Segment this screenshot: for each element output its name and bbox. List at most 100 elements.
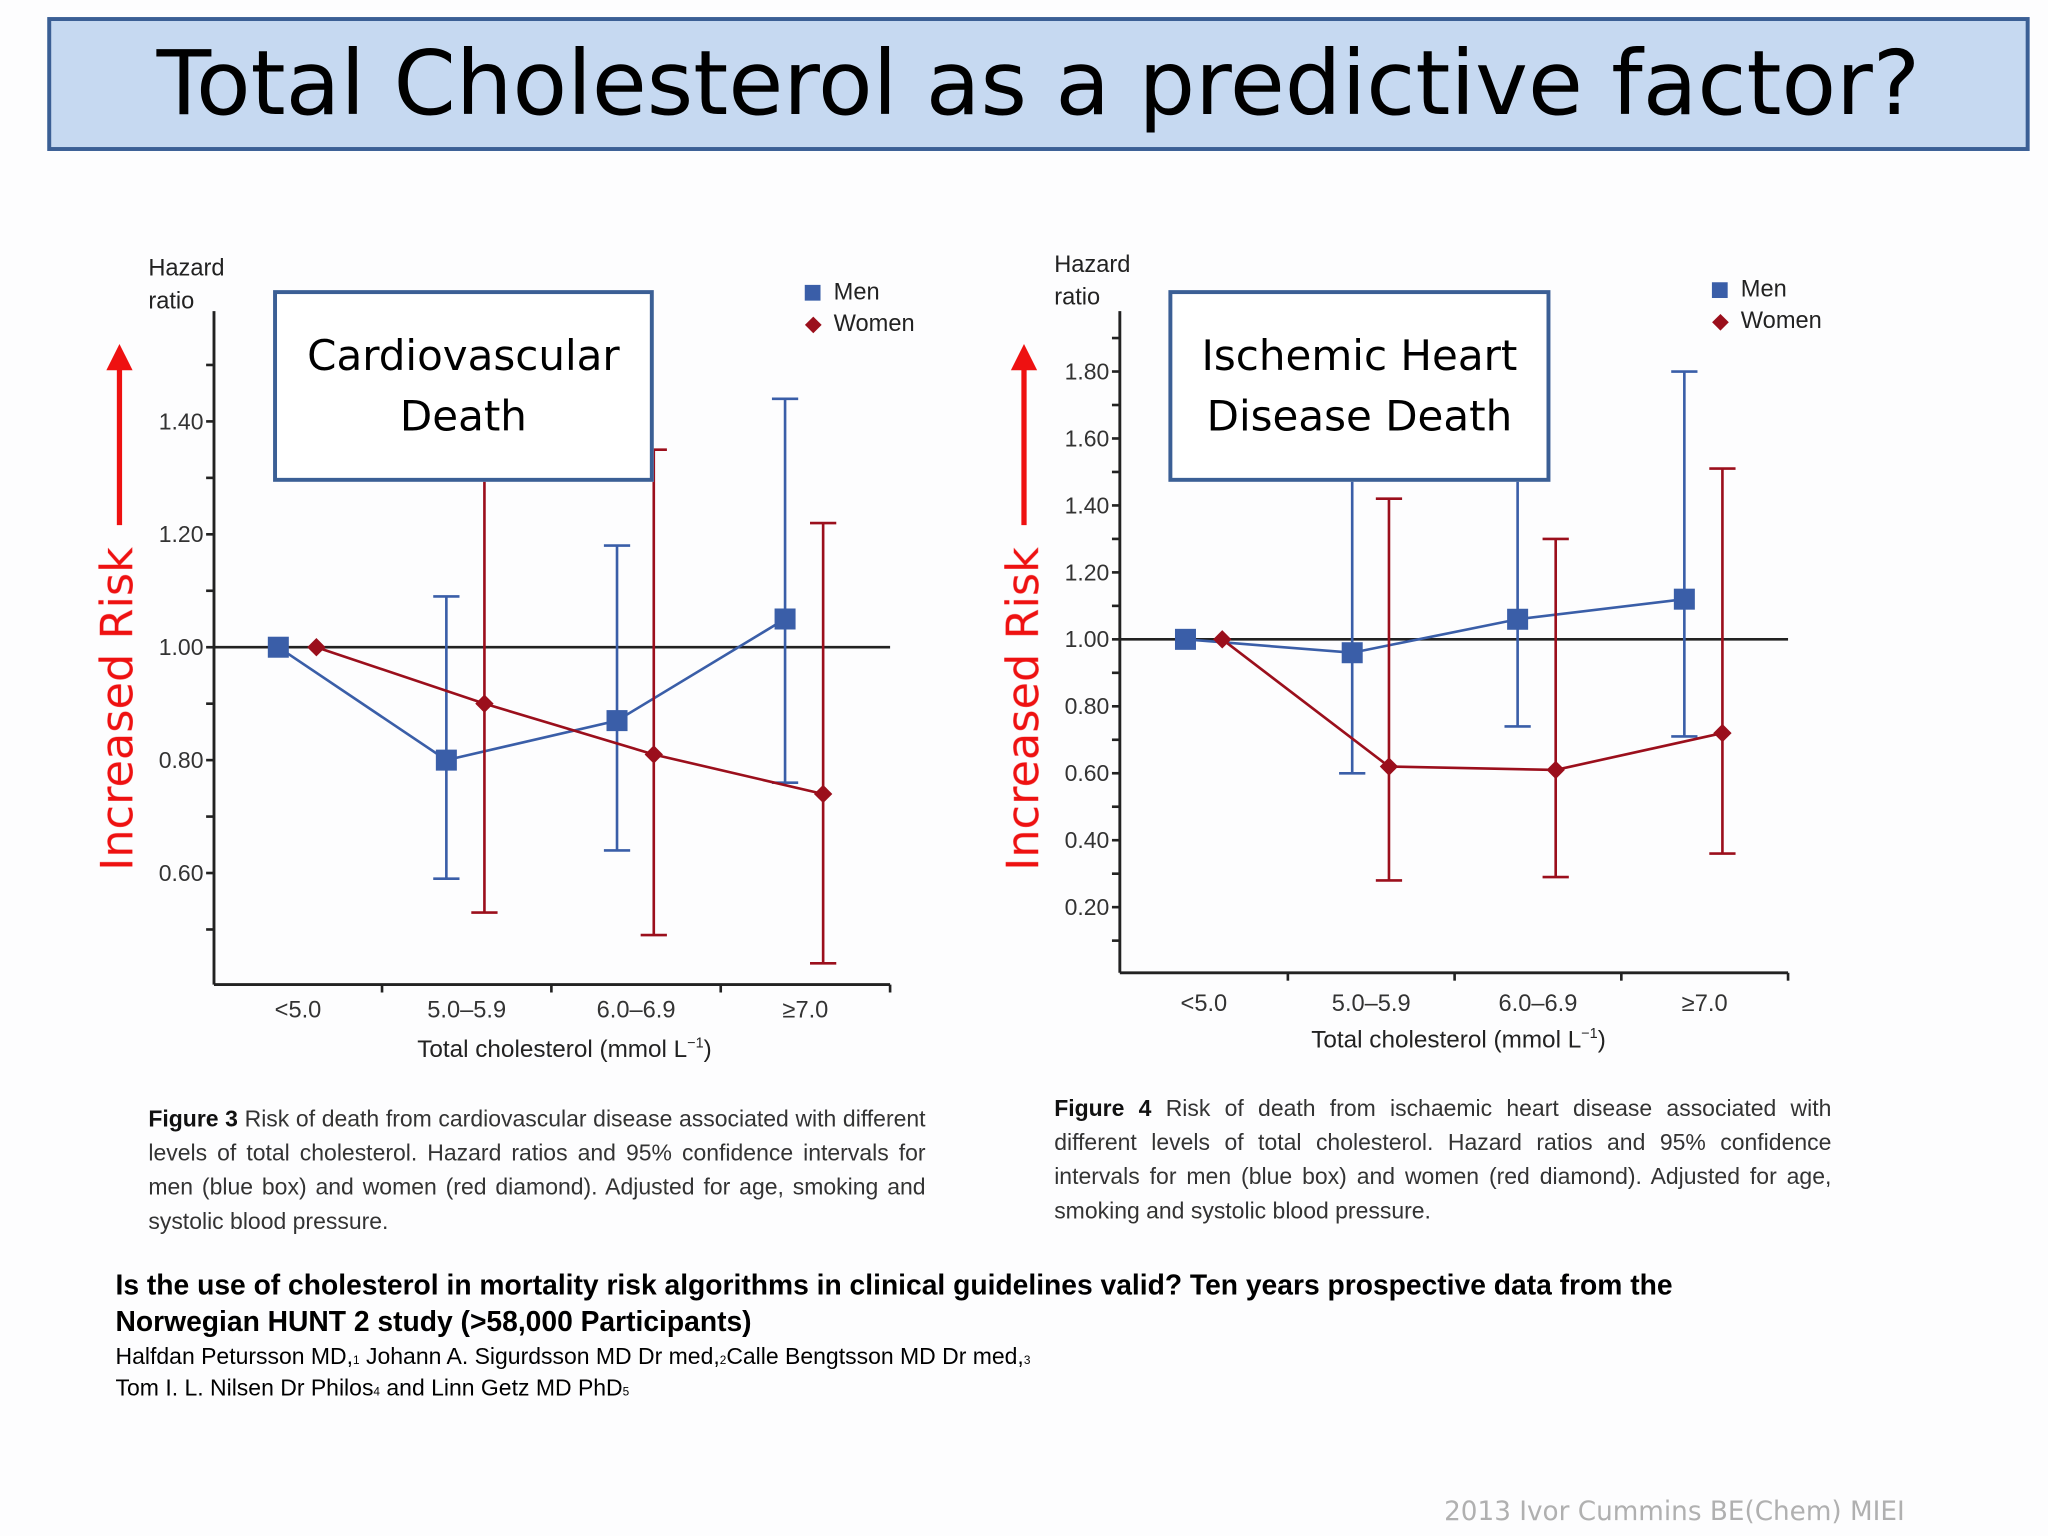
title-banner: Total Cholesterol as a predictive factor…	[47, 17, 2030, 151]
legend-label: Men	[1740, 275, 1787, 302]
series-women	[1213, 467, 1736, 882]
xlabel-end: )	[1597, 1025, 1606, 1053]
y-tick-label: 0.60	[159, 860, 204, 886]
data-point-square	[1507, 608, 1529, 630]
data-point-diamond	[1546, 760, 1565, 780]
author: Calle Bengtsson MD Dr med,	[726, 1343, 1024, 1370]
annotation-line1: Ischemic Heart	[1201, 330, 1518, 381]
data-point-diamond	[475, 694, 494, 713]
y-tick-label: 0.20	[1065, 894, 1110, 920]
author: Tom I. L. Nilsen Dr Philos	[115, 1374, 374, 1401]
x-tick-label: 5.0–5.9	[427, 997, 506, 1023]
series-men	[267, 397, 799, 880]
square-marker-icon	[804, 285, 821, 301]
author-affiliation: 5	[622, 1385, 630, 1399]
data-point-square	[267, 636, 289, 658]
study-title: Is the use of cholesterol in mortality r…	[116, 1267, 1954, 1341]
xlabel-end: )	[703, 1034, 712, 1063]
authors-line1: Halfdan Petursson MD,1 Johann A. Sigurds…	[116, 1340, 1031, 1375]
y-tick-label: 0.80	[1065, 693, 1110, 719]
xlabel-sup: −1	[1581, 1026, 1598, 1043]
chart1-ylabel: Hazard ratio	[148, 252, 224, 318]
xlabel-text: Total cholesterol (mmol L	[1311, 1025, 1582, 1053]
author: and Linn Getz MD PhD	[380, 1374, 623, 1401]
author-affiliation: 3	[1023, 1353, 1031, 1367]
watermark: 2013 Ivor Cummins BE(Chem) MIEI	[1444, 1495, 1905, 1527]
y-tick-label: 1.40	[1065, 492, 1110, 518]
chart2-caption: Figure 4 Risk of death from ischaemic he…	[1054, 1091, 1831, 1228]
authors-line2: Tom I. L. Nilsen Dr Philos4 and Linn Get…	[116, 1372, 630, 1407]
series-men	[1174, 370, 1698, 775]
caption-label: Figure 3	[148, 1105, 238, 1132]
y-tick-label: 1.80	[1065, 358, 1110, 384]
author-affiliation: 2	[719, 1353, 727, 1367]
ylabel-line1: Hazard	[148, 254, 225, 281]
diamond-marker-icon	[804, 316, 822, 333]
y-tick-label: 1.00	[1065, 626, 1110, 652]
slide-title: Total Cholesterol as a predictive factor…	[156, 32, 1921, 136]
chart1-xlabel: Total cholesterol (mmol L−1)	[289, 1035, 840, 1064]
y-tick-label: 1.20	[1065, 559, 1110, 585]
study-title-line1: Is the use of cholesterol in mortality r…	[115, 1269, 1673, 1302]
series-line	[1221, 638, 1723, 772]
chart2-xlabel: Total cholesterol (mmol L−1)	[1183, 1025, 1734, 1054]
ylabel-line2: ratio	[1054, 283, 1101, 310]
square-marker-icon	[1711, 282, 1728, 299]
chart2-legend: Men Women	[1711, 273, 1822, 336]
y-tick-label: 1.60	[1065, 425, 1110, 451]
diamond-marker-icon	[1712, 313, 1729, 331]
x-tick-label: 5.0–5.9	[1332, 991, 1411, 1017]
chart-2: 0.20 0.40 0.60 0.80 1.00 1.20 1.40 1.60 1.80 <5.0…	[1010, 311, 1790, 1017]
y-tick-label: 1.00	[159, 634, 204, 660]
xlabel-text: Total cholesterol (mmol L	[417, 1034, 688, 1063]
chart1-caption: Figure 3 Risk of death from cardiovascul…	[148, 1101, 925, 1238]
increased-risk-label: Increased Risk	[91, 546, 145, 871]
legend-label: Women	[1740, 307, 1822, 334]
series-women	[307, 448, 837, 965]
xlabel-sup: −1	[687, 1035, 704, 1052]
x-tick-label: 6.0–6.9	[597, 997, 676, 1023]
y-tick-label: 0.60	[1065, 760, 1110, 786]
series-line	[1185, 597, 1685, 655]
chart1-legend: Men Women	[804, 276, 915, 339]
data-point-diamond	[644, 745, 663, 764]
ylabel-line2: ratio	[148, 287, 195, 314]
data-point-square	[1673, 588, 1695, 610]
legend-label: Men	[833, 278, 880, 305]
arrow-up-icon	[1010, 343, 1038, 371]
chart1-risk-label-wrap: Increased Risk	[0, 547, 315, 871]
x-tick-label: ≥7.0	[783, 997, 829, 1023]
y-tick-label: 0.40	[1065, 827, 1110, 853]
annotation-line2: Disease Death	[1206, 391, 1513, 442]
x-tick-label: <5.0	[1181, 991, 1228, 1017]
chart2-ylabel: Hazard ratio	[1054, 248, 1130, 314]
legend-item-men: Men	[804, 276, 915, 308]
data-point-square	[774, 608, 796, 630]
author: Halfdan Petursson MD,	[115, 1343, 354, 1370]
legend-item-women: Women	[804, 307, 915, 339]
arrow-up-icon	[106, 343, 133, 371]
legend-item-men: Men	[1711, 273, 1822, 305]
increased-risk-label: Increased Risk	[997, 546, 1051, 871]
x-tick-label: ≥7.0	[1682, 991, 1728, 1017]
x-tick-label: 6.0–6.9	[1499, 991, 1578, 1017]
chart2-annotation-box: Ischemic Heart Disease Death	[1168, 290, 1551, 482]
caption-text: Risk of death from cardiovascular diseas…	[148, 1105, 926, 1235]
y-tick-label: 0.80	[159, 747, 204, 773]
chart1-annotation-box: Cardiovascular Death	[273, 290, 654, 482]
annotation-line2: Death	[399, 391, 527, 442]
data-point-diamond	[813, 784, 833, 804]
caption-label: Figure 4	[1054, 1094, 1152, 1122]
study-title-line2: Norwegian HUNT 2 study (>58,000 Particip…	[115, 1306, 752, 1338]
series-line	[315, 645, 824, 796]
y-tick-label: 1.40	[159, 408, 204, 434]
x-tick-label: <5.0	[275, 997, 322, 1023]
data-point-square	[606, 710, 628, 732]
data-point-square	[1341, 642, 1363, 664]
data-point-square	[1174, 628, 1196, 650]
author-affiliation: 4	[373, 1385, 381, 1399]
series-line	[277, 617, 786, 762]
data-point-diamond	[1713, 723, 1732, 743]
